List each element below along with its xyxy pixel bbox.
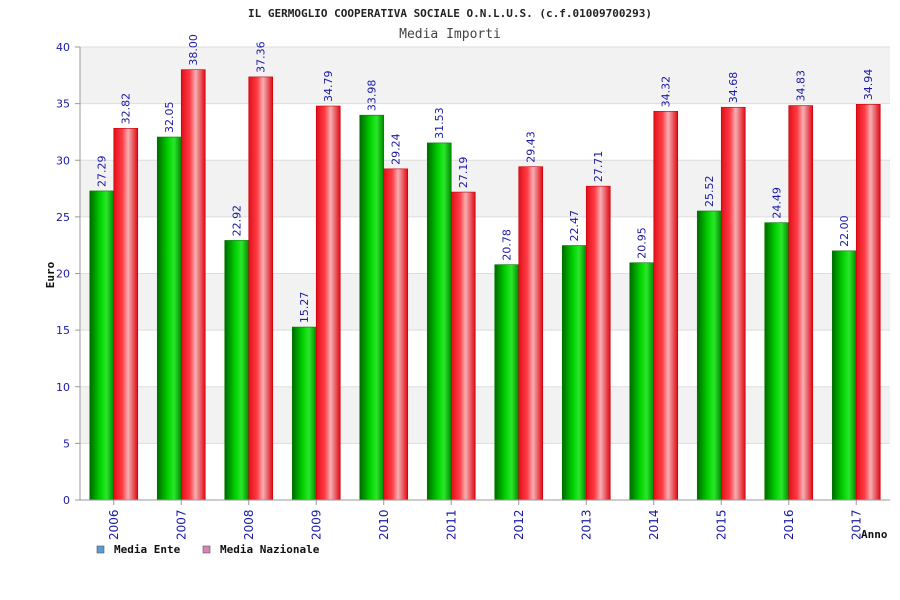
plot-band bbox=[80, 443, 890, 500]
bar-media-ente-2016 bbox=[764, 222, 790, 501]
plot-band bbox=[80, 273, 890, 331]
x-tick-label-2012: 2012 bbox=[512, 509, 526, 540]
bar-media-ente-2014 bbox=[629, 262, 655, 501]
legend-swatch-media-ente bbox=[96, 545, 105, 554]
x-tick-label-2009: 2009 bbox=[309, 509, 323, 540]
legend-swatch-media-nazionale bbox=[202, 545, 211, 554]
bar-media-ente-2011 bbox=[426, 142, 452, 501]
plot-band bbox=[80, 330, 890, 387]
bar-media-ente-2013 bbox=[561, 245, 587, 501]
bar-media-ente-2010 bbox=[359, 114, 385, 501]
bar-media-nazionale-2014 bbox=[653, 111, 679, 501]
x-tick-label-2008: 2008 bbox=[242, 509, 256, 540]
bar-media-nazionale-2008 bbox=[248, 76, 274, 501]
x-tick-label-2011: 2011 bbox=[444, 509, 458, 540]
data-label-media-ente-2006: 27.29 bbox=[96, 155, 109, 187]
data-label-media-nazionale-2008: 37.36 bbox=[255, 41, 268, 73]
data-label-media-ente-2010: 33.98 bbox=[366, 80, 379, 112]
x-tick-label-2007: 2007 bbox=[174, 509, 188, 540]
y-tick-label: 20 bbox=[56, 268, 70, 281]
data-label-media-ente-2009: 15.27 bbox=[298, 292, 311, 324]
bar-media-ente-2017 bbox=[831, 250, 857, 501]
bars bbox=[89, 69, 881, 501]
data-label-media-ente-2016: 24.49 bbox=[771, 187, 784, 219]
chart-title: IL GERMOGLIO COOPERATIVA SOCIALE O.N.L.U… bbox=[248, 7, 652, 20]
plot-band bbox=[80, 47, 890, 104]
y-axis-label: Euro bbox=[44, 261, 57, 288]
x-axis-label: Anno bbox=[861, 528, 888, 541]
data-label-media-nazionale-2015: 34.68 bbox=[727, 72, 740, 104]
data-label-media-ente-2017: 22.00 bbox=[838, 215, 851, 247]
data-label-media-nazionale-2014: 34.32 bbox=[660, 76, 673, 108]
bar-media-nazionale-2016 bbox=[788, 105, 814, 501]
data-label-media-nazionale-2007: 38.00 bbox=[187, 34, 200, 66]
x-tick-label-2010: 2010 bbox=[377, 509, 391, 540]
data-label-media-nazionale-2012: 29.43 bbox=[525, 131, 538, 163]
plot-band bbox=[80, 216, 890, 274]
x-axis-ticks: 2006 2007 2008 2009 2010 2011 2012 2013 2014 2015… bbox=[107, 500, 863, 540]
y-tick-label: 10 bbox=[56, 381, 70, 394]
data-label-media-nazionale-2009: 34.79 bbox=[322, 71, 335, 103]
legend-label-media-nazionale: Media Nazionale bbox=[220, 543, 320, 556]
y-axis-ticks: 0 5 10 15 20 25 30 35 40 bbox=[56, 41, 70, 507]
y-tick-label: 40 bbox=[56, 41, 70, 54]
data-label-media-ente-2008: 22.92 bbox=[231, 205, 244, 237]
bar-media-nazionale-2011 bbox=[450, 191, 476, 501]
bar-media-nazionale-2010 bbox=[383, 168, 409, 501]
bar-media-ente-2009 bbox=[291, 326, 317, 501]
legend-label-media-ente: Media Ente bbox=[114, 543, 181, 556]
bar-media-ente-2012 bbox=[494, 264, 520, 501]
y-tick-label: 0 bbox=[63, 494, 70, 507]
bar-media-nazionale-2006 bbox=[113, 128, 139, 501]
x-tick-label-2006: 2006 bbox=[107, 509, 121, 540]
x-tick-label-2013: 2013 bbox=[579, 509, 593, 540]
data-label-media-nazionale-2016: 34.83 bbox=[795, 70, 808, 102]
legend: Media Ente Media Nazionale bbox=[96, 543, 320, 556]
data-label-media-nazionale-2017: 34.94 bbox=[862, 69, 875, 101]
y-tick-label: 5 bbox=[63, 437, 70, 450]
bar-media-ente-2008 bbox=[224, 240, 250, 501]
data-label-media-ente-2012: 20.78 bbox=[501, 229, 514, 261]
x-tick-label-2017: 2017 bbox=[849, 509, 863, 540]
bar-media-ente-2015 bbox=[696, 210, 722, 501]
data-label-media-nazionale-2006: 32.82 bbox=[120, 93, 133, 125]
chart-subtitle: Media Importi bbox=[399, 27, 501, 42]
data-label-media-ente-2007: 32.05 bbox=[163, 102, 176, 134]
plot-band bbox=[80, 160, 890, 217]
x-tick-label-2015: 2015 bbox=[714, 509, 728, 540]
bar-media-nazionale-2017 bbox=[855, 104, 881, 501]
bar-media-nazionale-2009 bbox=[315, 105, 341, 501]
data-label-media-nazionale-2013: 27.71 bbox=[592, 151, 605, 183]
bar-media-nazionale-2012 bbox=[518, 166, 544, 501]
data-label-media-ente-2014: 20.95 bbox=[636, 227, 649, 259]
data-label-media-ente-2013: 22.47 bbox=[568, 210, 581, 242]
plot-background bbox=[80, 47, 890, 500]
y-tick-label: 25 bbox=[56, 211, 70, 224]
plot-band bbox=[80, 103, 890, 161]
bar-media-nazionale-2015 bbox=[720, 106, 746, 501]
y-tick-label: 35 bbox=[56, 98, 70, 111]
bar-media-nazionale-2013 bbox=[585, 185, 611, 501]
y-tick-label: 15 bbox=[56, 324, 70, 337]
x-tick-label-2014: 2014 bbox=[647, 509, 661, 540]
y-tick-label: 30 bbox=[56, 154, 70, 167]
bar-media-ente-2006 bbox=[89, 190, 115, 501]
x-tick-label-2016: 2016 bbox=[782, 509, 796, 540]
data-labels: 27.29 32.82 32.05 38.00 22.92 37.36 15.27 34.79… bbox=[96, 34, 876, 323]
plot-band bbox=[80, 386, 890, 444]
data-label-media-nazionale-2011: 27.19 bbox=[457, 157, 470, 189]
bar-media-ente-2007 bbox=[156, 136, 182, 501]
data-label-media-ente-2011: 31.53 bbox=[433, 107, 446, 139]
data-label-media-ente-2015: 25.52 bbox=[703, 175, 716, 207]
bar-media-nazionale-2007 bbox=[180, 69, 206, 501]
data-label-media-nazionale-2010: 29.24 bbox=[390, 133, 403, 165]
